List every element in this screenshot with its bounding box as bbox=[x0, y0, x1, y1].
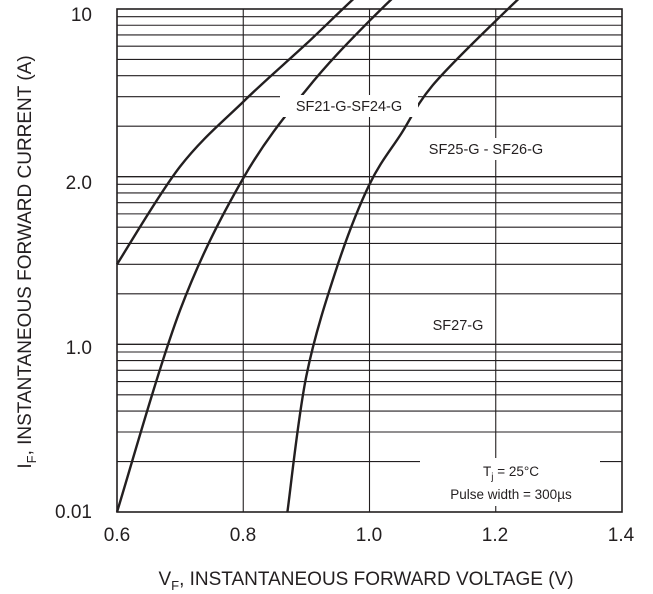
x-tick-label: 1.2 bbox=[482, 525, 508, 546]
conditions-note: Tj = 25°C Pulse width = 300µs bbox=[420, 458, 600, 506]
series-label-sf27: SF27-G bbox=[426, 314, 490, 336]
x-tick-label: 1.4 bbox=[608, 525, 635, 546]
x-tick-label: 1.0 bbox=[356, 525, 382, 546]
note-pulse-width: Pulse width = 300µs bbox=[450, 487, 572, 502]
series-line-3 bbox=[286, 0, 520, 513]
series-line-2 bbox=[115, 0, 393, 513]
label-background bbox=[280, 95, 418, 117]
note-temperature: Tj = 25°C bbox=[483, 464, 539, 483]
curves bbox=[115, 0, 520, 513]
series-label-text: SF21-G-SF24-G bbox=[296, 99, 402, 115]
y-tick-label: 10 bbox=[71, 5, 92, 26]
label-background bbox=[426, 314, 490, 336]
series-label-text: SF27-G bbox=[433, 318, 484, 334]
series-line-1 bbox=[115, 0, 354, 265]
series-label-sf25: SF25-G - SF26-G bbox=[412, 138, 560, 160]
y-tick-label: 2.0 bbox=[66, 173, 92, 194]
label-background bbox=[412, 138, 560, 160]
grid bbox=[117, 9, 622, 512]
series-label-text: SF25-G - SF26-G bbox=[429, 142, 543, 158]
y-tick-label: 0.01 bbox=[55, 502, 92, 523]
x-axis-title: VF, INSTANTANEOUS FORWARD VOLTAGE (V) bbox=[158, 569, 573, 593]
y-tick-label: 1.0 bbox=[66, 338, 92, 359]
y-axis-title: IF, INSTANTANEOUS FORWARD CURRENT (A) bbox=[15, 55, 39, 468]
x-tick-label: 0.8 bbox=[230, 525, 256, 546]
series-label-sf21: SF21-G-SF24-G bbox=[280, 95, 418, 117]
x-tick-label: 0.6 bbox=[104, 525, 130, 546]
note-background bbox=[420, 458, 600, 506]
